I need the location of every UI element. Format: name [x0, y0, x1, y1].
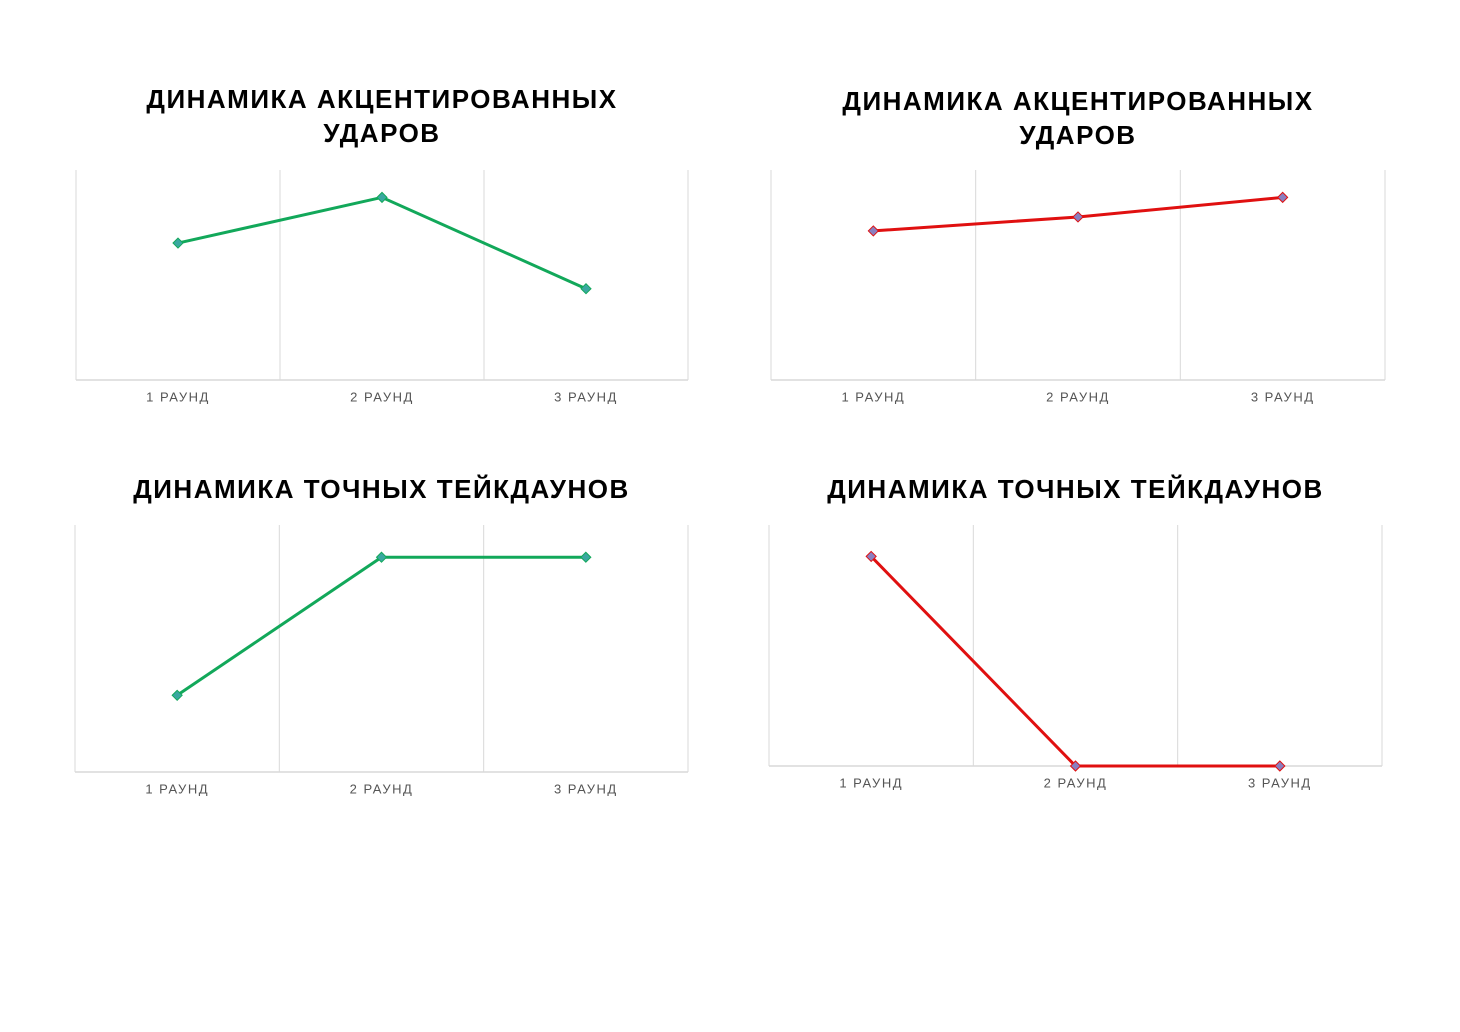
marker	[375, 551, 388, 563]
x-tick-label: 1 РАУНД	[146, 389, 210, 404]
chart-title: ДИНАМИКА АКЦЕНТИРОВАННЫХ УДАРОВ	[146, 84, 618, 148]
marker	[1276, 191, 1289, 204]
x-tick-label: 1 РАУНД	[839, 775, 903, 790]
marker	[867, 225, 880, 237]
x-tick-label: 2 РАУНД	[350, 781, 414, 796]
marker	[1069, 760, 1082, 772]
x-tick-label: 3 РАУНД	[554, 389, 618, 404]
x-tick-label: 3 РАУНД	[1248, 775, 1312, 790]
chart-title: ДИНАМИКА АКЦЕНТИРОВАННЫХ УДАРОВ	[842, 86, 1314, 150]
chart-title: ДИНАМИКА ТОЧНЫХ ТЕЙКДАУНОВ	[827, 474, 1324, 504]
marker	[1072, 211, 1084, 223]
line	[177, 195, 587, 291]
marker	[171, 689, 183, 701]
x-tick-label: 1 РАУНД	[145, 781, 209, 796]
line	[870, 555, 1280, 768]
chart-title: ДИНАМИКА ТОЧНЫХ ТЕЙКДАУНОВ	[133, 474, 630, 504]
x-tick-label: 3 РАУНД	[1251, 389, 1315, 404]
marker	[580, 282, 592, 295]
marker	[376, 191, 388, 204]
line	[176, 555, 586, 697]
marker	[172, 237, 184, 249]
marker	[580, 551, 592, 563]
x-tick-label: 2 РАУНД	[350, 389, 414, 404]
x-tick-label: 2 РАУНД	[1044, 775, 1108, 790]
x-tick-label: 3 РАУНД	[554, 781, 618, 796]
marker	[1274, 760, 1286, 772]
marker	[865, 550, 877, 563]
x-tick-label: 2 РАУНД	[1046, 389, 1110, 404]
x-tick-label: 1 РАУНД	[841, 389, 905, 404]
